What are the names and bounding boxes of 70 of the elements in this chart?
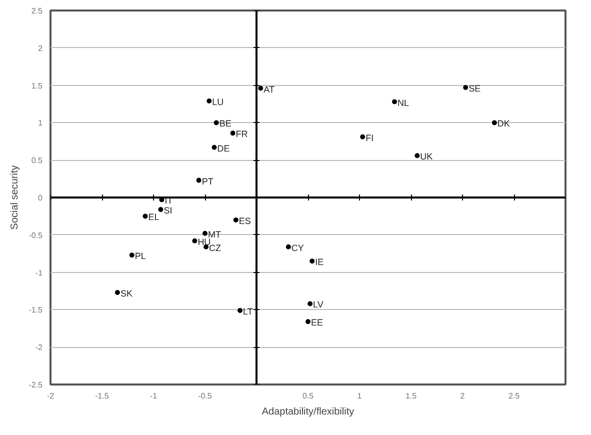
data-label: CZ: [209, 242, 222, 253]
point: [212, 144, 217, 150]
point: [238, 308, 243, 313]
point: [230, 130, 236, 136]
x-tick-label: -2: [46, 392, 55, 400]
y-axis-title: Social security: [10, 165, 21, 230]
data-label: IE: [315, 257, 324, 268]
x-tick-label: 2.5: [508, 392, 520, 400]
y-tick-label: -1: [35, 268, 44, 278]
point: [463, 85, 468, 90]
y-tick-label: 2.5: [31, 6, 44, 16]
point: [114, 290, 120, 295]
point: [158, 206, 164, 212]
y-tick-label: -2: [35, 343, 44, 352]
y-tick-label: 1: [38, 118, 44, 128]
point: [233, 217, 238, 222]
data-label: LT: [243, 306, 254, 316]
data-label: MT: [208, 229, 222, 240]
point: [202, 230, 208, 236]
x-tick-label: 1.5: [405, 392, 418, 400]
y-tick-label: 0: [38, 194, 44, 202]
data-label: PT: [202, 176, 214, 186]
point: [306, 319, 310, 324]
data-label: LV: [313, 300, 324, 310]
point: [129, 252, 134, 258]
point: [392, 99, 398, 104]
point: [196, 178, 202, 183]
data-label: SK: [120, 288, 132, 298]
data-label: PL: [134, 251, 146, 262]
data-label: BE: [219, 118, 232, 129]
x-tick-label: -1: [150, 392, 158, 400]
x-tick-label: 1: [357, 392, 362, 400]
y-tick-label: -1.5: [28, 306, 44, 315]
x-tick-label: 0.5: [302, 392, 314, 400]
data-label: FI: [366, 132, 374, 143]
data-label: DE: [217, 143, 230, 154]
point: [360, 134, 366, 140]
data-label: ES: [238, 216, 251, 226]
y-tick-label: -0.5: [28, 230, 44, 240]
data-label: AT: [264, 84, 275, 94]
y-tick-label: 1.5: [31, 81, 44, 90]
data-label: EL: [148, 212, 160, 222]
x-axis-title: Adaptability/flexibility: [262, 406, 354, 418]
point: [206, 98, 212, 104]
data-label: IT: [164, 196, 174, 206]
point: [414, 153, 420, 158]
point: [492, 120, 497, 126]
data-label: DK: [497, 118, 510, 129]
point: [214, 120, 219, 126]
point: [286, 244, 291, 250]
x-tick-label: -0.5: [198, 392, 212, 400]
data-label: CY: [291, 242, 304, 253]
point: [142, 214, 148, 219]
y-tick-label: -2.5: [28, 380, 44, 390]
point: [258, 86, 264, 91]
data-label: SE: [468, 84, 481, 94]
x-tick-label: -1.5: [95, 392, 110, 400]
point: [308, 301, 313, 306]
data-label: EE: [311, 318, 324, 328]
data-label: SI: [164, 205, 172, 216]
data-label: UK: [420, 152, 433, 162]
data-label: NL: [398, 98, 410, 108]
x-tick-label: 2: [460, 392, 466, 400]
point: [310, 258, 315, 264]
data-label: HU: [198, 236, 211, 247]
point: [192, 238, 198, 244]
y-tick-label: 0.5: [31, 156, 44, 166]
data-label: LU: [212, 97, 224, 108]
y-tick-label: 2: [38, 44, 44, 53]
data-label: FR: [236, 129, 248, 140]
